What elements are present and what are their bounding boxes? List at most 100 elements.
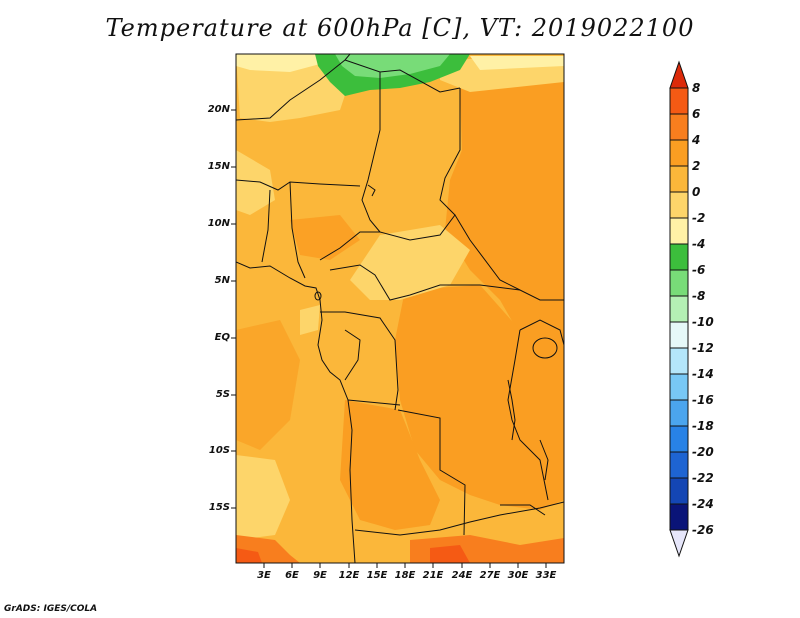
colorbar-swatch-10 xyxy=(669,321,689,349)
colorbar-label-neg20: -20 xyxy=(692,445,714,459)
colorbar-swatch-11 xyxy=(669,347,689,375)
lat-label-5n: 5N xyxy=(214,275,230,286)
colorbar-swatch-8 xyxy=(669,269,689,297)
colorbar-swatch-3 xyxy=(669,139,689,167)
temp-field-warm-atlantic xyxy=(236,320,300,450)
colorbar-swatch-1 xyxy=(669,87,689,115)
temp-field-colder-northwest xyxy=(236,54,320,72)
map-title: Temperature at 600hPa [C], VT: 201902210… xyxy=(105,14,695,42)
lon-label-27e: 27E xyxy=(479,570,501,581)
temp-field-cool-northwest xyxy=(236,54,350,122)
colorbar-label-neg10: -10 xyxy=(692,315,714,329)
temp-field-warm-congo xyxy=(395,285,564,510)
colorbar-label-neg14: -14 xyxy=(692,367,714,381)
plot-frame xyxy=(235,53,565,564)
colorbar-swatch-17 xyxy=(669,503,689,531)
colorbar-label-4: 4 xyxy=(692,133,701,147)
border-sahara-central xyxy=(344,59,461,93)
colorbar-swatch-16 xyxy=(669,477,689,505)
country-borders xyxy=(236,54,564,563)
lake-chad xyxy=(367,184,376,197)
colorbar-label-neg26: -26 xyxy=(692,523,714,537)
lakes xyxy=(314,184,558,481)
temp-field-warm-northeast xyxy=(445,80,564,335)
temp-field-colder-north xyxy=(470,56,564,70)
lon-label-15e: 15E xyxy=(366,570,388,581)
lat-label-10n: 10N xyxy=(207,218,230,229)
colorbar-swatch-15 xyxy=(669,451,689,479)
border-nigeria-west xyxy=(289,181,306,279)
colorbar-label-neg2: -2 xyxy=(692,211,706,225)
colorbar-swatch-5 xyxy=(669,191,689,219)
colorbar-label-neg6: -6 xyxy=(692,263,706,277)
colorbar-swatch-2 xyxy=(669,113,689,141)
lon-label-30e: 30E xyxy=(507,570,529,581)
temp-field-cool-cameroon xyxy=(350,225,470,300)
border-lake-tanganyika xyxy=(507,329,549,501)
temp-field-hotter-southwest xyxy=(236,548,262,563)
border-zambia xyxy=(500,504,546,516)
border-car-south xyxy=(329,264,564,301)
lat-label-5s: 5S xyxy=(215,389,230,400)
colorbar-label-2: 2 xyxy=(692,159,701,173)
border-niger-chad xyxy=(361,72,381,233)
colorbar-label-neg16: -16 xyxy=(692,393,714,407)
lon-label-21e: 21E xyxy=(422,570,444,581)
colorbar-label-neg4: -4 xyxy=(692,237,706,251)
colorbar-swatch-9 xyxy=(669,295,689,323)
temp-field-cool-southwest xyxy=(236,455,290,540)
colorbar-swatch-6 xyxy=(669,217,689,245)
lat-label-15s: 15S xyxy=(208,502,230,513)
axis-ticks xyxy=(231,109,547,568)
temp-field-green-lighter xyxy=(335,54,450,78)
software-credit: GrADS: IGES/COLA xyxy=(4,604,98,614)
colorbar-swatch-4 xyxy=(669,165,689,193)
border-namibia-north xyxy=(354,501,564,536)
bioko-island xyxy=(314,291,322,301)
lake-victoria xyxy=(532,337,558,359)
lon-label-9e: 9E xyxy=(313,570,327,581)
lon-label-24e: 24E xyxy=(451,570,473,581)
border-sudan-chad xyxy=(439,88,461,216)
border-uganda xyxy=(519,319,564,346)
colorbar-swatch-14 xyxy=(669,425,689,453)
colorbar-swatch-7 xyxy=(669,243,689,271)
lake-malawi xyxy=(539,439,549,481)
colorbar-swatch-13 xyxy=(669,399,689,427)
colorbar-bottom-arrow xyxy=(669,529,689,558)
temp-field-warm-angola xyxy=(340,400,440,530)
border-car-north xyxy=(319,214,521,291)
colorbar-top-arrow xyxy=(669,60,689,89)
lon-label-12e: 12E xyxy=(338,570,360,581)
lon-label-6e: 6E xyxy=(285,570,299,581)
border-sahara-west xyxy=(236,54,351,121)
colorbar-label-neg22: -22 xyxy=(692,471,714,485)
colorbar-swatch-12 xyxy=(669,373,689,401)
colorbar-label-neg24: -24 xyxy=(692,497,714,511)
lat-label-10s: 10S xyxy=(208,445,230,456)
temp-field-warm-nigeria xyxy=(290,215,360,260)
temperature-field xyxy=(236,54,564,563)
border-angola-north xyxy=(347,399,401,406)
lake-tanganyika xyxy=(507,379,516,441)
border-benin-togo xyxy=(261,189,271,263)
colorbar-label-neg8: -8 xyxy=(692,289,706,303)
colorbar-label-0: 0 xyxy=(692,185,701,199)
border-angola-drc xyxy=(397,409,466,536)
lon-label-3e: 3E xyxy=(257,570,271,581)
temp-field-cool-gulf xyxy=(300,305,320,335)
colorbar xyxy=(669,60,689,558)
border-congo-west xyxy=(344,329,361,381)
lat-label-20n: 20N xyxy=(207,104,230,115)
lat-label-eq: EQ xyxy=(214,332,230,343)
colorbar-label-8: 8 xyxy=(692,81,701,95)
colorbar-label-neg12: -12 xyxy=(692,341,714,355)
colorbar-label-6: 6 xyxy=(692,107,701,121)
temp-field-cool-west xyxy=(236,150,275,215)
coastline-west-africa xyxy=(236,261,356,563)
temp-field-hotter-south xyxy=(430,545,470,563)
border-gabon-congo xyxy=(320,311,399,411)
lat-label-15n: 15N xyxy=(207,161,230,172)
lon-label-33e: 33E xyxy=(535,570,557,581)
